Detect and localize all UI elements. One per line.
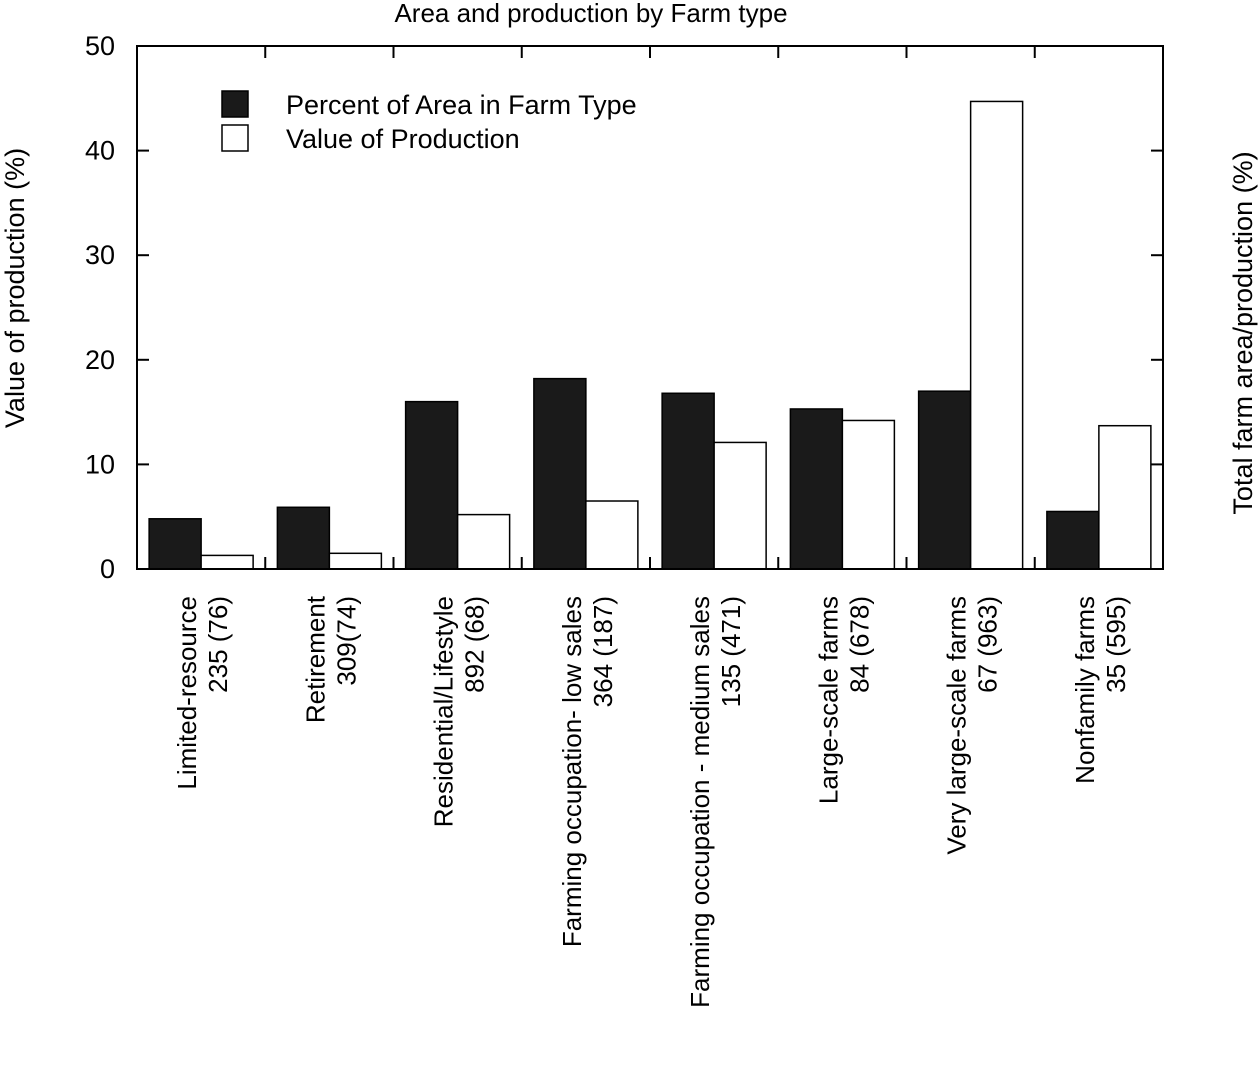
y-tick-label-5: 50 <box>85 31 115 61</box>
bar-production-1 <box>328 552 383 570</box>
category-labels: Limited-resource 235 (76) Retirement 309(74… <box>172 595 1131 1008</box>
legend-swatch-0 <box>221 90 249 118</box>
y-tick-label-4: 40 <box>85 136 115 166</box>
category-count-0: 235 (76) <box>203 596 233 693</box>
y-tick-label-1: 10 <box>85 449 115 479</box>
legend-label-0: Percent of Area in Farm Type <box>286 90 637 120</box>
category-label-6: Very large-scale farms <box>942 596 972 855</box>
bar-area-2 <box>404 400 459 570</box>
category-count-3: 364 (187) <box>588 596 618 707</box>
category-count-4: 135 (471) <box>716 596 746 707</box>
bar-production-2 <box>456 513 511 570</box>
category-count-5: 84 (678) <box>844 596 874 693</box>
category-label-3: Farming occupation- low sales <box>557 596 587 947</box>
bar-production-6 <box>969 100 1024 570</box>
category-count-1: 309(74) <box>331 596 361 686</box>
category-label-0: Limited-resource <box>172 596 202 790</box>
legend: Percent of Area in Farm Type Value of Pro… <box>221 90 637 154</box>
y-axis-label: Value of production (%) <box>0 148 30 428</box>
category-label-5: Large-scale farms <box>813 596 843 804</box>
legend-label-1: Value of Production <box>286 124 520 154</box>
y-tick-label-2: 20 <box>85 345 115 375</box>
category-count-2: 892 (68) <box>460 596 490 693</box>
bar-area-7 <box>1046 510 1100 570</box>
y2-axis-label: Total farm area/production (%) <box>1228 151 1258 514</box>
category-label-2: Residential/Lifestyle <box>429 596 459 827</box>
bar-area-1 <box>276 506 331 570</box>
bar-production-0 <box>200 554 254 570</box>
category-count-6: 67 (963) <box>973 596 1003 693</box>
bar-production-5 <box>841 419 896 570</box>
bar-area-0 <box>148 518 202 570</box>
category-count-7: 35 (595) <box>1101 596 1131 693</box>
bar-area-3 <box>533 377 587 570</box>
category-label-4: Farming occupation - medium sales <box>685 596 715 1008</box>
y-tick-label-3: 30 <box>85 240 115 270</box>
legend-swatch-1 <box>221 124 249 152</box>
bar-production-3 <box>585 500 639 570</box>
bar-area-5 <box>789 408 844 570</box>
chart-title: Area and production by Farm type <box>394 0 787 28</box>
bar-area-4 <box>661 392 715 570</box>
category-label-1: Retirement <box>300 595 330 723</box>
y-tick-label-0: 0 <box>100 554 115 584</box>
category-label-7: Nonfamily farms <box>1070 596 1100 784</box>
bar-production-7 <box>1098 424 1152 570</box>
bar-area-6 <box>917 390 972 570</box>
ticks-group: 0 10 20 30 40 50 <box>85 31 1163 584</box>
bar-production-4 <box>713 441 767 570</box>
bars-group <box>148 100 1152 570</box>
